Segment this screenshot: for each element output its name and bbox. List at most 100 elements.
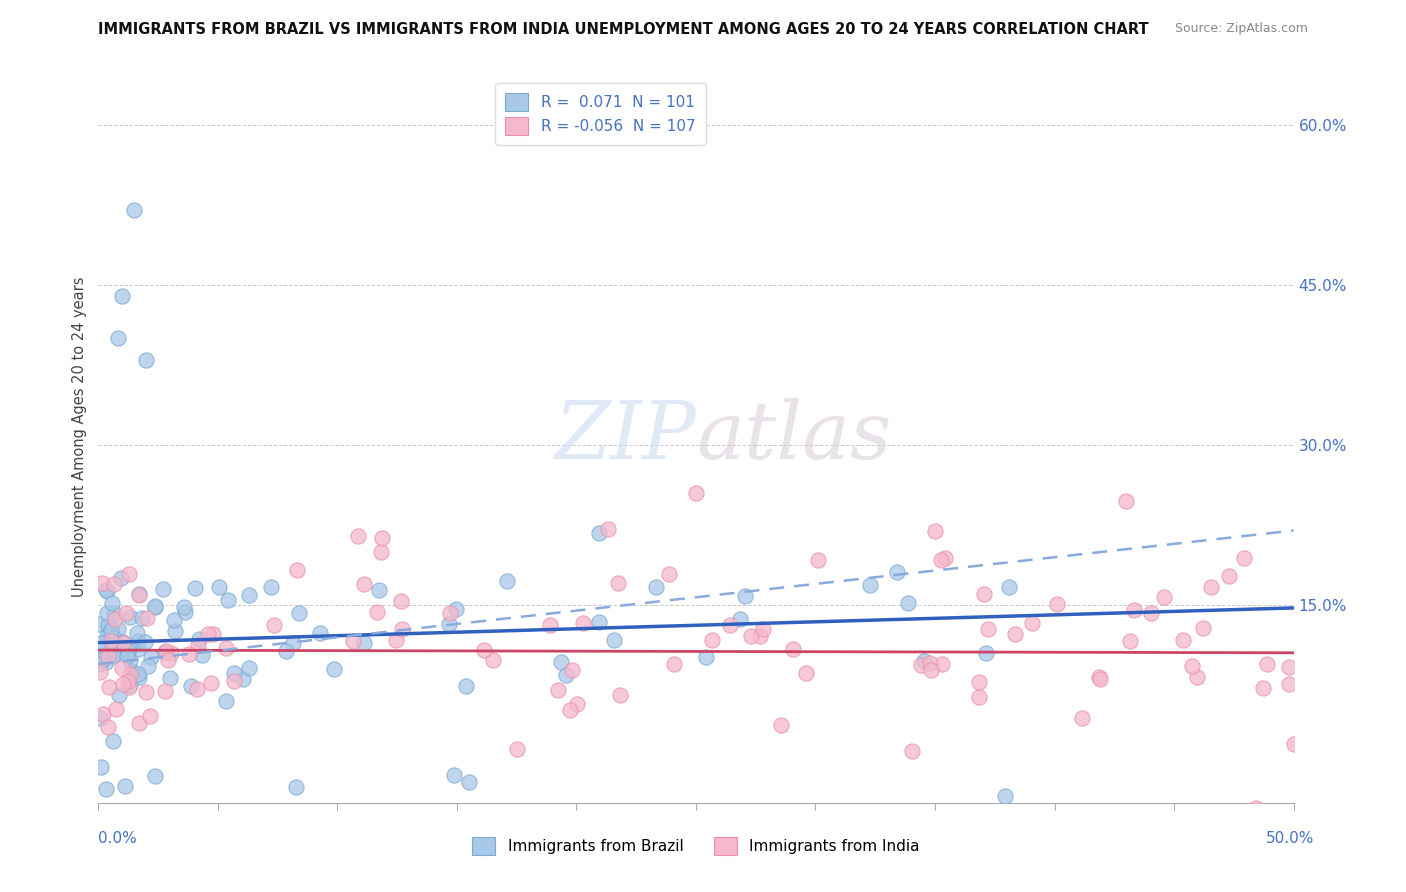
Point — [472, 643, 495, 657]
Point — [127, 667, 149, 681]
Text: ZIP: ZIP — [554, 399, 696, 475]
Point — [901, 744, 924, 758]
Point — [103, 607, 125, 621]
Point — [1192, 621, 1215, 635]
Point — [238, 588, 260, 602]
Point — [103, 648, 125, 663]
Point — [107, 688, 129, 702]
Point — [94, 656, 117, 670]
Point — [1256, 657, 1278, 671]
Point — [749, 629, 772, 643]
Point — [1251, 681, 1274, 696]
Point — [180, 679, 202, 693]
Point — [103, 647, 125, 661]
Point — [143, 600, 166, 615]
Point — [555, 667, 578, 681]
Point — [197, 627, 219, 641]
Point — [105, 702, 128, 716]
Point — [153, 684, 176, 698]
Point — [770, 718, 793, 732]
Point — [217, 593, 239, 607]
Text: IMMIGRANTS FROM BRAZIL VS IMMIGRANTS FROM INDIA UNEMPLOYMENT AMONG AGES 20 TO 24: IMMIGRANTS FROM BRAZIL VS IMMIGRANTS FRO… — [98, 22, 1149, 37]
Point — [125, 626, 148, 640]
Point — [186, 682, 208, 697]
Point — [346, 529, 368, 543]
Point — [112, 634, 135, 648]
Point — [174, 605, 197, 619]
Point — [969, 675, 991, 690]
Point — [274, 643, 297, 657]
Point — [97, 618, 120, 632]
Point — [97, 648, 120, 663]
Point — [1282, 737, 1305, 751]
Point — [155, 644, 177, 658]
Point — [609, 688, 631, 702]
Point — [967, 690, 990, 704]
Point — [91, 706, 114, 721]
Point — [215, 694, 238, 708]
Point — [506, 741, 529, 756]
Point — [977, 622, 1000, 636]
Point — [973, 587, 995, 601]
Point — [931, 657, 953, 672]
Point — [1021, 616, 1043, 631]
Point — [1153, 591, 1175, 605]
Point — [260, 580, 283, 594]
Point — [1046, 598, 1069, 612]
Point — [103, 734, 125, 748]
Point — [437, 617, 460, 632]
Point — [603, 632, 626, 647]
Point — [143, 599, 166, 614]
Point — [232, 672, 254, 686]
Point — [145, 769, 167, 783]
Text: Source: ZipAtlas.com: Source: ZipAtlas.com — [1174, 22, 1308, 36]
Point — [588, 526, 610, 541]
Point — [782, 642, 804, 657]
Point — [353, 576, 375, 591]
Point — [444, 602, 467, 616]
Point — [368, 582, 391, 597]
Point — [201, 627, 224, 641]
Point — [685, 486, 707, 500]
Point — [159, 646, 181, 660]
Point — [124, 203, 146, 218]
Point — [190, 648, 212, 663]
Point — [187, 638, 209, 652]
Point — [998, 581, 1021, 595]
Point — [94, 782, 117, 797]
Point — [118, 680, 141, 694]
Point — [159, 671, 181, 685]
Point — [718, 617, 741, 632]
Point — [561, 663, 583, 677]
Point — [238, 661, 260, 675]
Point — [156, 653, 179, 667]
Point — [912, 654, 935, 668]
Point — [728, 611, 751, 625]
Y-axis label: Unemployment Among Ages 20 to 24 years: Unemployment Among Ages 20 to 24 years — [72, 277, 87, 598]
Point — [107, 622, 129, 636]
Point — [974, 646, 997, 660]
Point — [571, 615, 593, 630]
Point — [443, 768, 465, 782]
Point — [163, 614, 186, 628]
Point — [1278, 677, 1301, 691]
Point — [97, 720, 120, 734]
Point — [111, 661, 134, 675]
Point — [104, 612, 127, 626]
Point — [222, 665, 245, 680]
Point — [1185, 670, 1208, 684]
Point — [550, 655, 572, 669]
Text: 50.0%: 50.0% — [1267, 831, 1315, 846]
Point — [103, 577, 125, 591]
Point — [128, 716, 150, 731]
Point — [114, 606, 136, 620]
Point — [920, 663, 942, 677]
Point — [644, 580, 666, 594]
Point — [127, 642, 149, 657]
Point — [1004, 627, 1026, 641]
Point — [117, 649, 139, 664]
Point — [1139, 606, 1161, 620]
Point — [596, 522, 619, 536]
Point — [120, 653, 142, 667]
Point — [89, 657, 111, 671]
